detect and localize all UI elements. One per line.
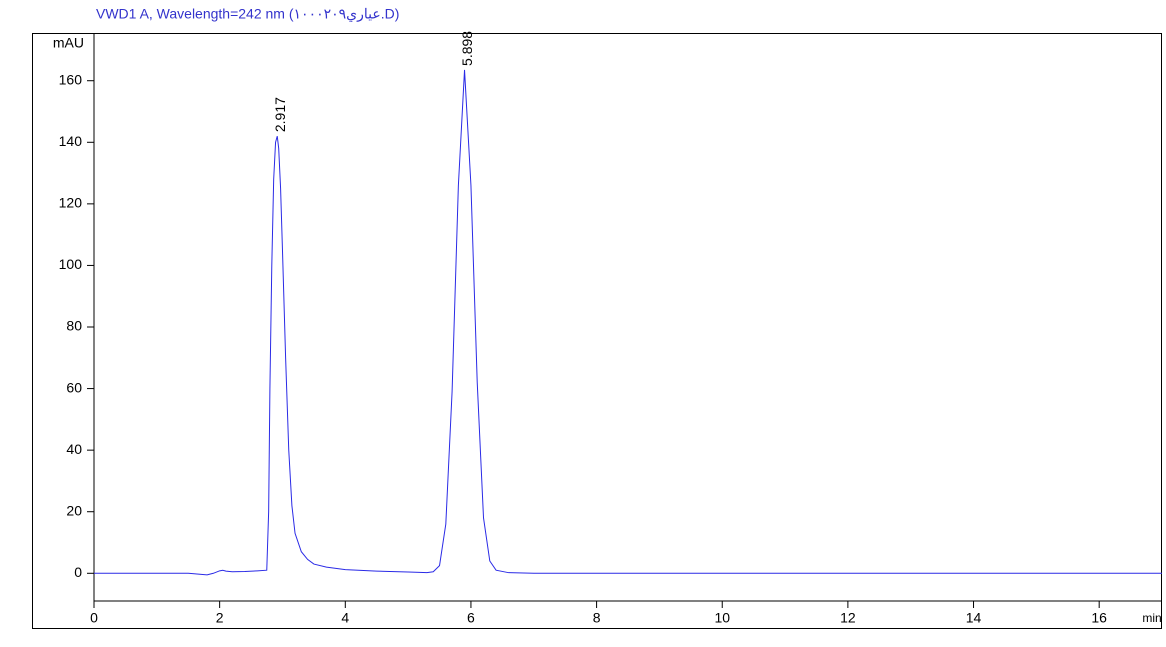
x-tick-label: 0 <box>90 610 98 626</box>
y-tick-label: 60 <box>66 379 82 395</box>
y-tick-label: 160 <box>59 71 83 87</box>
y-tick-label: 140 <box>59 133 83 149</box>
y-axis-label: mAU <box>53 35 84 51</box>
x-tick-label: 4 <box>341 610 349 626</box>
y-tick-label: 0 <box>74 564 82 580</box>
y-tick-label: 80 <box>66 318 82 334</box>
x-tick-label: 2 <box>216 610 224 626</box>
chart-title: VWD1 A, Wavelength=242 nm (عياري١٠٠٠٢٠٩.… <box>96 6 399 23</box>
y-tick-label: 20 <box>66 502 82 518</box>
trace-line <box>94 69 1162 576</box>
peak-label: 5.898 <box>459 31 475 66</box>
x-tick-label: 14 <box>966 610 982 626</box>
x-tick-label: 8 <box>593 610 601 626</box>
y-tick-label: 40 <box>66 441 82 457</box>
x-axis-label: min <box>1142 611 1161 625</box>
peak-label: 2.917 <box>272 97 288 132</box>
y-tick-label: 120 <box>59 195 83 211</box>
x-tick-label: 10 <box>714 610 730 626</box>
x-tick-label: 16 <box>1091 610 1107 626</box>
y-tick-label: 100 <box>59 256 83 272</box>
plot-frame <box>32 33 1162 629</box>
x-tick-label: 12 <box>840 610 856 626</box>
x-tick-label: 6 <box>467 610 475 626</box>
